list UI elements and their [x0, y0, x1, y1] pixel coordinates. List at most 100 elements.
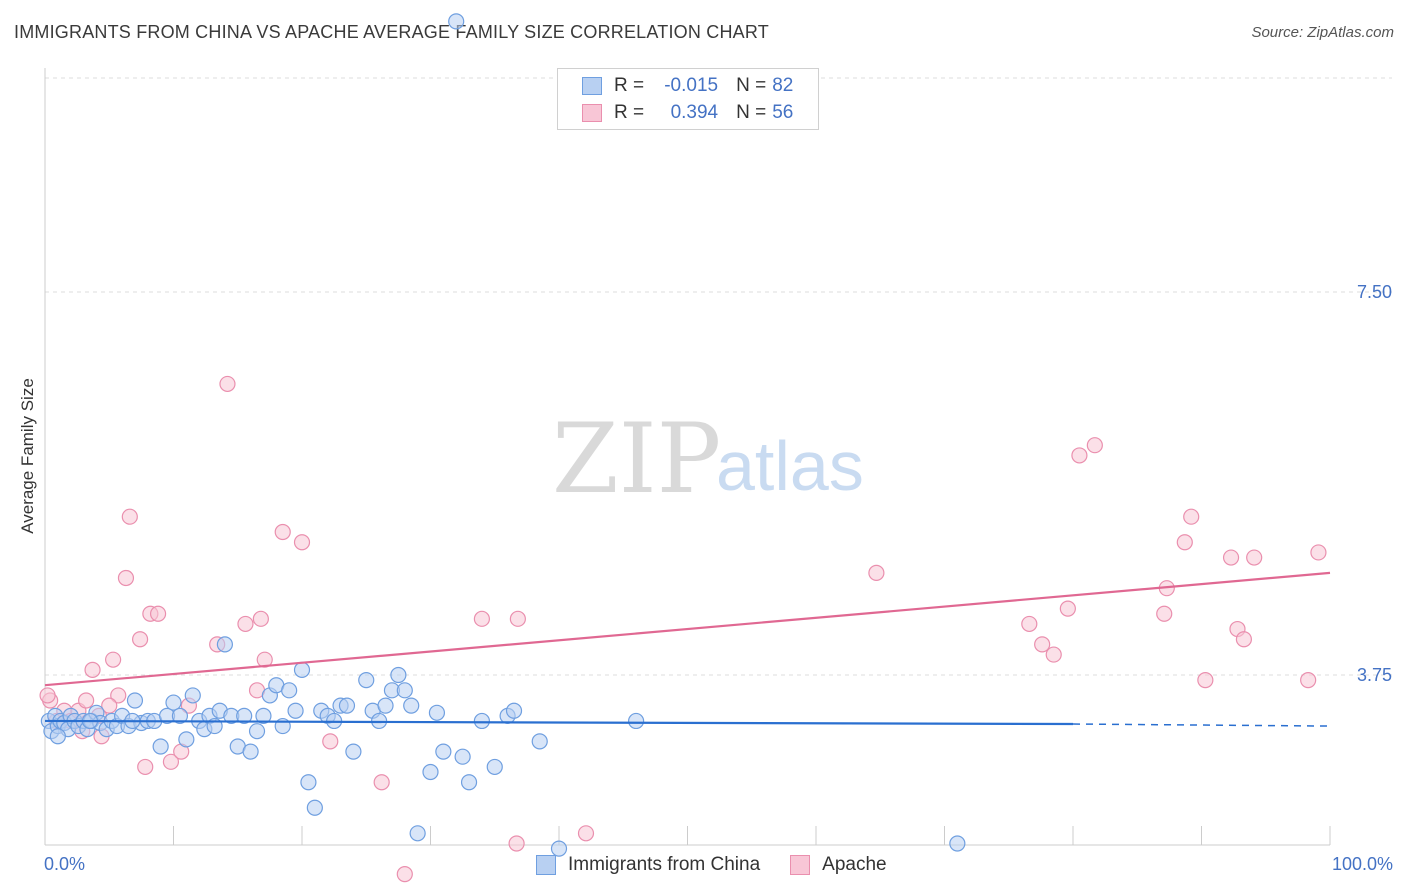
china-point — [287, 702, 304, 719]
apache-point — [1176, 534, 1193, 551]
chart-source: Source: ZipAtlas.com — [1251, 24, 1394, 41]
apache-point — [1021, 615, 1038, 633]
apache-point — [149, 605, 167, 622]
apache-point — [293, 534, 311, 551]
correlation-legend: R = -0.015 N = 82 R = 0.394 N = 56 — [557, 68, 819, 130]
china-point — [377, 697, 394, 714]
legend-item-apache[interactable]: Apache — [790, 854, 887, 876]
legend-item-china[interactable]: Immigrants from China — [536, 854, 760, 876]
y-axis-label: Average Family Size — [18, 378, 37, 534]
apache-point — [39, 687, 56, 704]
china-point — [49, 728, 66, 745]
apache-point — [162, 753, 180, 770]
china-point — [454, 748, 471, 765]
china-point — [281, 682, 298, 699]
apache-point — [1086, 437, 1103, 454]
china-point — [345, 743, 362, 760]
apache-point — [1222, 549, 1240, 566]
apache-swatch — [790, 855, 811, 875]
apache-point — [252, 610, 269, 627]
apache-point — [473, 610, 490, 627]
china-point — [486, 758, 503, 776]
china-point — [435, 743, 452, 760]
n-value: 56 — [772, 102, 794, 123]
apache-point — [868, 564, 885, 581]
r-label: R = — [614, 102, 645, 123]
r-label: R = — [614, 75, 645, 96]
china-point — [248, 723, 266, 740]
watermark-atlas: atlas — [716, 427, 864, 505]
china-point — [460, 774, 478, 791]
apache-swatch — [582, 104, 602, 122]
apache-point — [274, 523, 291, 541]
china-point — [949, 835, 966, 852]
legend-row-china: R = -0.015 N = 82 — [582, 73, 793, 99]
apache-point — [1183, 508, 1200, 525]
apache-point — [373, 774, 390, 791]
chart-title: IMMIGRANTS FROM CHINA VS APACHE AVERAGE … — [14, 22, 769, 42]
apache-point — [577, 825, 595, 842]
series-legend: Immigrants from China Apache — [536, 852, 917, 878]
china-point — [422, 763, 439, 781]
legend-row-apache: R = 0.394 N = 56 — [582, 100, 793, 126]
china-point — [255, 707, 272, 724]
china-point — [390, 666, 407, 684]
china-point — [293, 661, 311, 678]
china-point — [473, 712, 490, 730]
china-swatch — [582, 77, 602, 95]
n-label: N = — [736, 102, 767, 123]
china-point — [152, 738, 169, 755]
watermark: ZIP atlas — [552, 403, 864, 515]
china-point — [358, 672, 375, 689]
apache-point — [219, 375, 236, 393]
china-point — [126, 692, 144, 709]
china-point — [403, 697, 420, 714]
trend-layer — [44, 571, 1331, 727]
apache-point — [1034, 636, 1051, 653]
n-value: 82 — [772, 75, 794, 96]
apache-point — [1045, 646, 1062, 663]
china-point — [216, 636, 233, 653]
china-point — [531, 733, 548, 750]
china-point — [306, 799, 323, 816]
axes-layer — [44, 68, 1331, 846]
apache-point — [105, 651, 122, 668]
china-point — [505, 702, 523, 719]
apache-point — [1156, 605, 1173, 622]
r-value: -0.015 — [664, 75, 719, 96]
apache-trendline — [44, 571, 1331, 687]
apache-point — [1246, 549, 1263, 566]
apache-point — [1300, 672, 1317, 689]
china-point — [409, 825, 426, 842]
apache-point — [256, 651, 273, 668]
apache-point — [78, 692, 95, 709]
china-point — [300, 774, 317, 791]
apache-point — [110, 687, 127, 704]
china-point — [178, 731, 195, 748]
ytick-label: 7.50 — [1357, 282, 1392, 302]
legend-label-china: Immigrants from China — [568, 854, 761, 875]
x-min-label: 0.0% — [44, 854, 85, 874]
apache-point — [1059, 600, 1076, 617]
china-point — [171, 707, 189, 724]
apache-point — [117, 569, 135, 587]
apache-point — [101, 697, 118, 714]
apache-point — [84, 661, 101, 678]
watermark-zip: ZIP — [552, 403, 721, 515]
china-point — [448, 13, 465, 30]
apache-point — [1235, 631, 1253, 648]
ytick-label: 3.75 — [1357, 665, 1392, 685]
china-point — [236, 707, 253, 724]
apache-point — [509, 610, 526, 627]
apache-point — [137, 758, 154, 776]
labels-layer: 3.757.5011.2515.000.0%100.0%Average Fami… — [18, 282, 1393, 874]
china-point — [396, 682, 413, 699]
china-trendline-extension — [1072, 723, 1331, 727]
apache-point — [121, 508, 138, 525]
china-trendline — [44, 719, 1074, 726]
apache-point — [1071, 447, 1088, 464]
china-point — [550, 840, 568, 857]
n-label: N = — [736, 75, 767, 96]
china-point — [165, 694, 182, 711]
apache-point — [131, 631, 149, 648]
